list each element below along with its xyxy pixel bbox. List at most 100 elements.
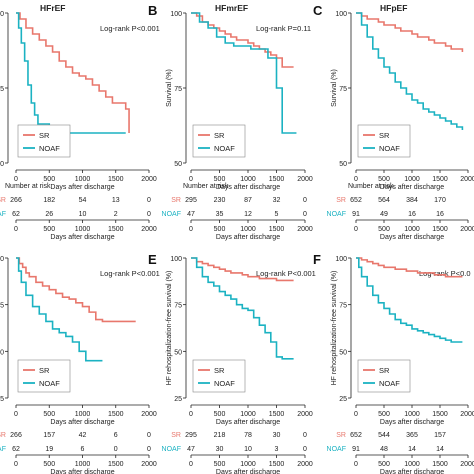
panel-letter: E — [148, 252, 157, 267]
risk-group-noaf: NOAF — [0, 446, 6, 453]
risk-x-tick-label: 1500 — [432, 226, 448, 233]
risk-value: 652 — [350, 197, 362, 204]
risk-value: 87 — [244, 197, 252, 204]
survival-curve-noaf — [16, 12, 126, 134]
y-tick-label: 100 — [335, 256, 347, 263]
x-tick-label: 0 — [354, 411, 358, 418]
legend-box — [357, 359, 411, 393]
risk-x-tick-label: 0 — [354, 226, 358, 233]
survival-curve-noaf — [356, 257, 463, 343]
risk-x-tick-label: 1000 — [404, 226, 420, 233]
risk-x-tick-label: 2000 — [460, 461, 474, 468]
risk-value: 14 — [436, 446, 444, 453]
legend: SR NOAF — [17, 359, 71, 393]
risk-group-sr: SR — [336, 197, 346, 204]
risk-x-axis-label: Days after discharge — [216, 469, 280, 474]
risk-value: 16 — [408, 211, 416, 218]
y-tick-label: 50 — [174, 349, 182, 356]
risk-value: 5 — [275, 211, 279, 218]
y-tick-label: 75 — [339, 303, 347, 310]
risk-value: 91 — [352, 446, 360, 453]
y-tick-label: 100 — [170, 11, 182, 18]
risk-value: 170 — [434, 197, 446, 204]
risk-x-axis-label: Days after discharge — [380, 234, 444, 241]
risk-group-sr: SR — [336, 432, 346, 439]
x-tick-label: 2000 — [297, 176, 313, 183]
risk-value: 295 — [185, 432, 197, 439]
survival-curve-noaf — [16, 257, 103, 362]
risk-x-tick-label: 1000 — [75, 226, 91, 233]
risk-value: 54 — [79, 197, 87, 204]
risk-x-tick-label: 2000 — [460, 226, 474, 233]
legend-label-noaf: NOAF — [214, 379, 235, 388]
risk-value: 218 — [214, 432, 226, 439]
x-tick-label: 0 — [189, 411, 193, 418]
x-tick-label: 1000 — [75, 176, 91, 183]
risk-value: 49 — [380, 211, 388, 218]
risk-x-tick-label: 1500 — [269, 461, 285, 468]
risk-value: 0 — [147, 211, 151, 218]
x-tick-label: 500 — [43, 411, 55, 418]
risk-value: 230 — [214, 197, 226, 204]
x-tick-label: 1000 — [240, 176, 256, 183]
risk-table-title: Number at risk — [348, 183, 394, 190]
panel-letter: B — [148, 3, 157, 18]
risk-value: 6 — [81, 446, 85, 453]
x-axis-label: Days after discharge — [50, 419, 114, 426]
risk-x-tick-label: 0 — [14, 226, 18, 233]
x-axis-label: Days after discharge — [50, 184, 114, 191]
y-tick-label: 50 — [174, 161, 182, 168]
risk-value: 6 — [114, 432, 118, 439]
risk-x-tick-label: 2000 — [141, 226, 157, 233]
risk-value: 0 — [303, 432, 307, 439]
legend-box — [192, 124, 246, 158]
y-axis-label: Survival (%) — [331, 69, 338, 107]
risk-x-tick-label: 1000 — [240, 226, 256, 233]
risk-value: 157 — [434, 432, 446, 439]
risk-x-tick-label: 0 — [14, 461, 18, 468]
logrank-annotation: Log-rank P<0.001 — [256, 269, 316, 278]
legend-label-noaf: NOAF — [379, 379, 400, 388]
risk-group-sr: SR — [0, 197, 6, 204]
y-tick-label: 50 — [0, 349, 4, 356]
risk-x-tick-label: 500 — [378, 226, 390, 233]
legend-label-sr: SR — [39, 366, 50, 375]
risk-value: 384 — [406, 197, 418, 204]
y-axis-label: HF rehospitalization-free survival (%) — [166, 271, 173, 386]
x-tick-label: 2000 — [141, 176, 157, 183]
risk-value: 12 — [244, 211, 252, 218]
risk-group-noaf: NOAF — [162, 446, 181, 453]
survival-curve-noaf — [191, 12, 297, 134]
x-tick-label: 0 — [189, 176, 193, 183]
legend: SR NOAF — [357, 124, 411, 158]
x-tick-label: 2000 — [141, 411, 157, 418]
risk-value: 544 — [378, 432, 390, 439]
x-tick-label: 500 — [43, 176, 55, 183]
survival-curve-sr — [16, 257, 136, 323]
x-tick-label: 500 — [378, 176, 390, 183]
y-tick-label: 100 — [170, 256, 182, 263]
risk-table-title: Number at risk — [5, 183, 51, 190]
risk-value: 652 — [350, 432, 362, 439]
risk-value: 62 — [12, 211, 20, 218]
survival-curve-sr — [356, 12, 464, 52]
logrank-annotation: Log-rank P<0.0 — [419, 269, 471, 278]
x-tick-label: 1500 — [269, 411, 285, 418]
x-tick-label: 1000 — [240, 411, 256, 418]
legend-label-sr: SR — [39, 131, 50, 140]
risk-value: 32 — [273, 197, 281, 204]
legend-box — [357, 124, 411, 158]
risk-value: 30 — [273, 432, 281, 439]
x-axis-label: Days after discharge — [216, 184, 280, 191]
panel-F: F 100 75 50 25 HF rehospitalization-free surv… — [313, 252, 474, 474]
risk-value: 48 — [380, 446, 388, 453]
panel-D: 100 75 50 25 0 500 1000 1500 2000 Days after disc… — [0, 256, 160, 474]
x-tick-label: 1000 — [404, 411, 420, 418]
risk-x-tick-label: 1500 — [432, 461, 448, 468]
risk-x-axis-label: Days after discharge — [50, 234, 114, 241]
risk-x-tick-label: 2000 — [141, 461, 157, 468]
legend: SR NOAF — [357, 359, 411, 393]
risk-value: 10 — [244, 446, 252, 453]
